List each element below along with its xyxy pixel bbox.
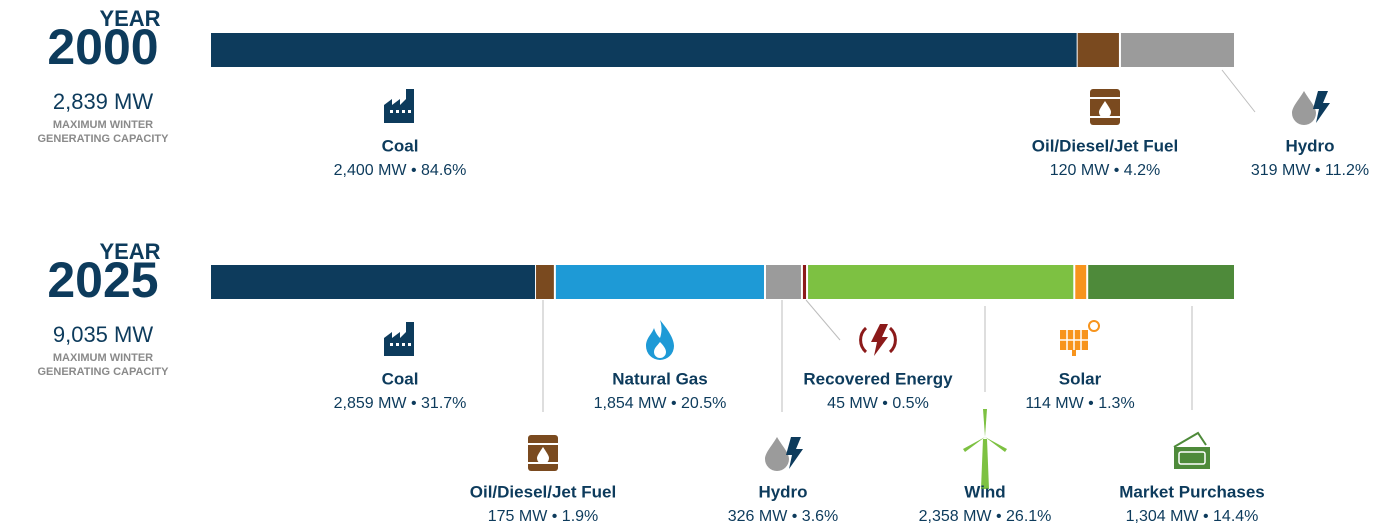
subtitle: GENERATING CAPACITY xyxy=(38,366,170,378)
icon-part xyxy=(528,443,558,445)
icon-part xyxy=(1088,320,1100,332)
icon-part xyxy=(408,343,411,346)
legend-name: Natural Gas xyxy=(612,369,707,388)
legend-name: Hydro xyxy=(758,482,807,501)
icon-part xyxy=(654,342,666,358)
icon-barrel xyxy=(1090,89,1120,125)
icon-part xyxy=(1178,451,1206,465)
value-label: 326 MW • 3.6% xyxy=(728,508,839,525)
value-label: 1,854 MW • 20.5% xyxy=(594,395,727,412)
subtitle: MAXIMUM WINTER xyxy=(53,119,153,131)
leader-line xyxy=(1221,69,1256,113)
subtitle: MAXIMUM WINTER xyxy=(53,352,153,364)
legend-name: Oil/Diesel/Jet Fuel xyxy=(1032,136,1178,155)
icon-part xyxy=(1099,101,1111,118)
value-label: 175 MW • 1.9% xyxy=(488,508,599,525)
value-label: 45 MW • 0.5% xyxy=(827,395,929,412)
icon-factory xyxy=(384,322,414,356)
icon-wind xyxy=(963,409,1007,489)
value-label: 2,400 MW • 84.6% xyxy=(334,162,467,179)
icon-part xyxy=(983,409,987,437)
bar-segment xyxy=(555,265,764,299)
icon-part xyxy=(963,437,985,452)
bar-segment xyxy=(211,265,536,299)
icon-part xyxy=(390,343,393,346)
icon-part xyxy=(1292,91,1316,125)
bar-segment xyxy=(1088,265,1234,299)
legend-name: Hydro xyxy=(1285,136,1334,155)
legend-name: Oil/Diesel/Jet Fuel xyxy=(470,482,616,501)
icon-part xyxy=(646,320,674,360)
leader-line xyxy=(805,299,841,341)
bar-segment xyxy=(765,265,801,299)
icon-part xyxy=(390,110,393,113)
legend-name: Coal xyxy=(382,136,419,155)
value-label: 319 MW • 11.2% xyxy=(1251,162,1369,179)
bar-segment xyxy=(1120,33,1234,67)
bar-segment xyxy=(1075,265,1087,299)
value-label: 120 MW • 4.2% xyxy=(1050,162,1161,179)
icon-part xyxy=(396,110,399,113)
icon-part xyxy=(537,447,549,464)
icon-flame xyxy=(646,320,674,360)
icon-drop xyxy=(1292,91,1330,125)
icon-part xyxy=(888,326,897,354)
bar-segment xyxy=(536,265,554,299)
year: 2025 xyxy=(47,252,158,308)
value-label: 2,859 MW • 31.7% xyxy=(334,395,467,412)
icon-part xyxy=(985,437,1007,452)
icon-part xyxy=(1090,97,1120,99)
subtitle: GENERATING CAPACITY xyxy=(38,133,170,145)
year-label: YEAR xyxy=(99,239,160,264)
icon-part xyxy=(408,110,411,113)
legend-name: Wind xyxy=(964,482,1005,501)
icon-part xyxy=(402,110,405,113)
icon-part xyxy=(1173,431,1207,448)
icon-part xyxy=(871,324,888,356)
icon-part xyxy=(384,322,414,356)
icon-drop xyxy=(765,437,803,471)
legend-name: Coal xyxy=(382,369,419,388)
icon-solar xyxy=(1060,320,1100,356)
icon-factory xyxy=(384,89,414,123)
legend-name: Market Purchases xyxy=(1119,482,1265,501)
icon-part xyxy=(859,326,868,354)
total: 2,839 MW xyxy=(53,89,153,114)
year: 2000 xyxy=(47,19,158,75)
icon-barrel xyxy=(528,435,558,471)
legend-name: Recovered Energy xyxy=(803,369,953,388)
icon-recover xyxy=(859,324,897,356)
icon-part xyxy=(786,437,803,469)
value-label: 114 MW • 1.3% xyxy=(1025,395,1134,412)
bar-segment xyxy=(1077,33,1119,67)
value-label: 1,304 MW • 14.4% xyxy=(1126,508,1259,525)
icon-cash xyxy=(1173,431,1210,469)
icon-part xyxy=(1313,91,1330,123)
icon-part xyxy=(384,89,414,123)
bar-segment xyxy=(808,265,1074,299)
icon-part xyxy=(981,439,989,489)
year-label: YEAR xyxy=(99,6,160,31)
bar-segment xyxy=(802,265,807,299)
icon-part xyxy=(765,437,789,471)
icon-part xyxy=(1072,350,1076,356)
bar-segment xyxy=(211,33,1077,67)
total: 9,035 MW xyxy=(53,322,153,347)
icon-part xyxy=(396,343,399,346)
legend-name: Solar xyxy=(1059,369,1102,388)
icon-part xyxy=(402,343,405,346)
value-label: 2,358 MW • 26.1% xyxy=(919,508,1052,525)
